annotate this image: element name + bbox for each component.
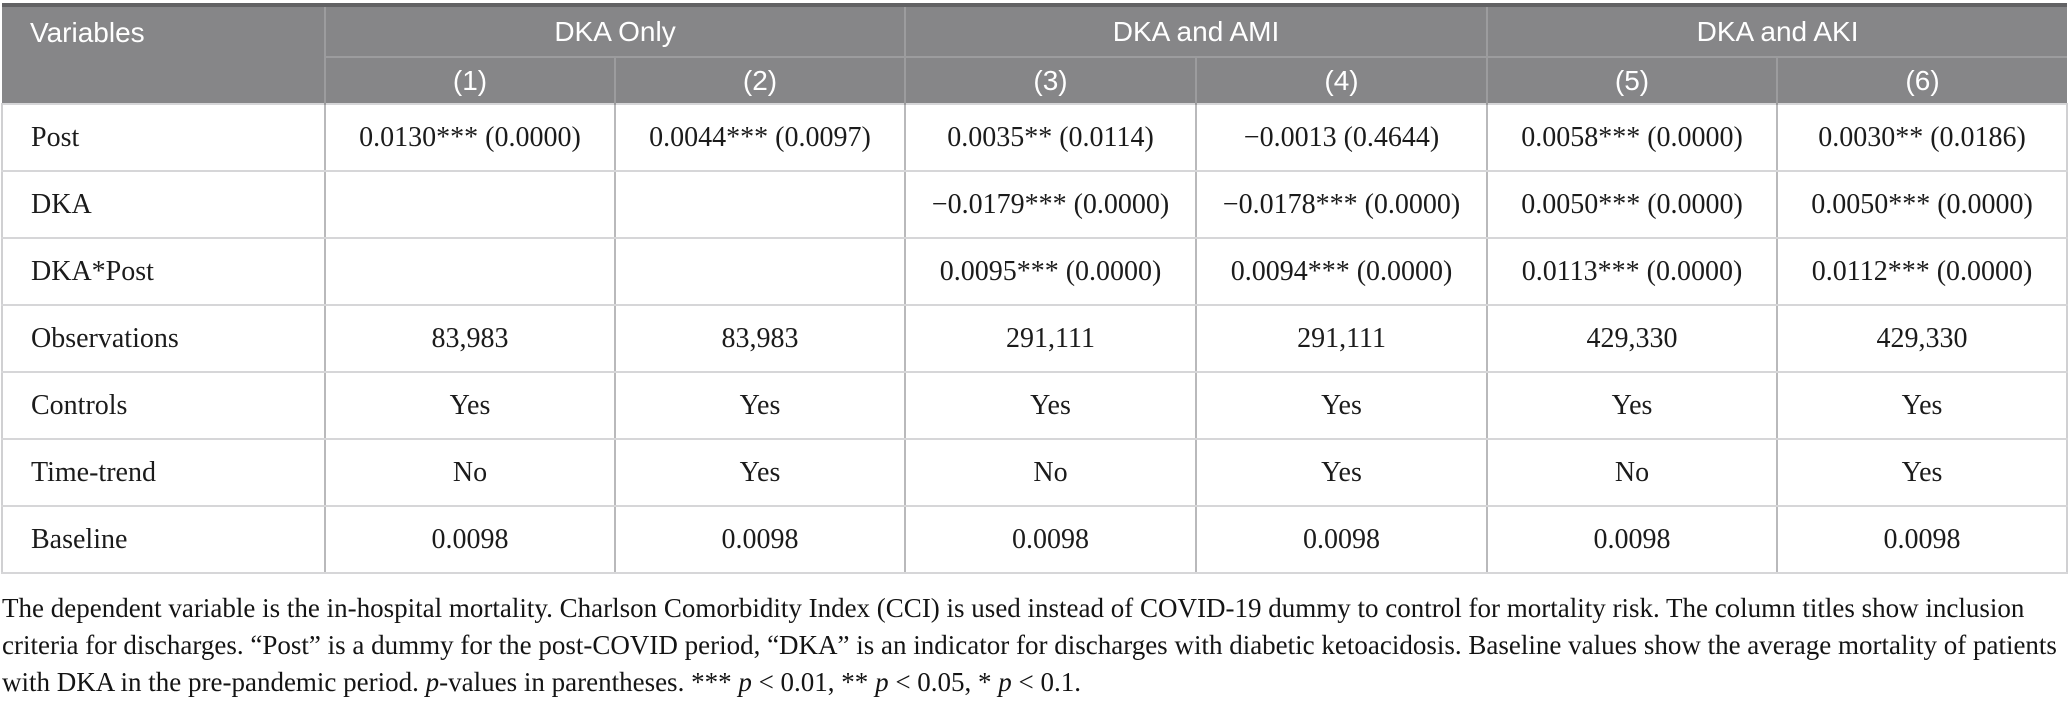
table-cell: 0.0098: [1776, 505, 2068, 574]
table-cell: −0.0178*** (0.0000): [1195, 170, 1489, 239]
row-label: Controls: [1, 371, 326, 440]
table-cell: [324, 170, 616, 239]
table-cell: 0.0035** (0.0114): [904, 103, 1198, 172]
table-cell: −0.0179*** (0.0000): [904, 170, 1198, 239]
footnote-italic-p: p: [998, 667, 1012, 697]
table-header: Variables DKA Only DKA and AMI DKA and A…: [2, 5, 2068, 104]
table-cell: 0.0098: [904, 505, 1198, 574]
table-cell: 0.0098: [1486, 505, 1779, 574]
table-footnote: The dependent variable is the in-hospita…: [2, 590, 2064, 701]
row-label: DKA*Post: [1, 237, 326, 306]
table-cell: No: [324, 438, 616, 507]
table-cell: 0.0058*** (0.0000): [1486, 103, 1779, 172]
table-cell: 0.0098: [613, 505, 907, 574]
table-cell: 0.0044*** (0.0097): [613, 103, 907, 172]
table-cell: 0.0112*** (0.0000): [1776, 237, 2068, 306]
table-cell: Yes: [324, 371, 616, 440]
footnote-italic-p: p: [425, 667, 440, 697]
table-cell: No: [904, 438, 1198, 507]
variables-header: Variables: [2, 5, 325, 104]
column-header-1: (1): [324, 57, 615, 104]
group-header-dka-ami: DKA and AMI: [904, 5, 1488, 58]
results-table: Variables DKA Only DKA and AMI DKA and A…: [1, 3, 2068, 574]
footnote-italic-p: p: [875, 667, 889, 697]
footnote-text: < 0.1.: [1011, 667, 1082, 697]
group-header-dka-aki: DKA and AKI: [1486, 5, 2068, 58]
column-number-row: (1) (2) (3) (4) (5) (6): [2, 57, 2068, 104]
table-cell: Yes: [904, 371, 1198, 440]
group-header-row: Variables DKA Only DKA and AMI DKA and A…: [2, 5, 2068, 104]
table-cell: [613, 170, 907, 239]
table-row-time-trend: Time-trend No Yes No Yes No Yes: [1, 438, 2068, 507]
row-label: Observations: [1, 304, 326, 373]
table-cell: 83,983: [324, 304, 616, 373]
table-cell: 83,983: [613, 304, 907, 373]
table-cell: 429,330: [1776, 304, 2068, 373]
table-cell: 429,330: [1486, 304, 1779, 373]
page: Variables DKA Only DKA and AMI DKA and A…: [0, 3, 2068, 705]
table-cell: Yes: [1486, 371, 1779, 440]
table-cell: Yes: [1195, 438, 1489, 507]
group-header-dka-only: DKA Only: [323, 5, 906, 58]
row-label: DKA: [1, 170, 326, 239]
table-row-post: Post 0.0130*** (0.0000) 0.0044*** (0.009…: [1, 103, 2068, 172]
footnote-text: The dependent variable is the in-hospita…: [2, 593, 2057, 697]
footnote-text: < 0.01, **: [751, 667, 876, 697]
table-body: Post 0.0130*** (0.0000) 0.0044*** (0.009…: [1, 103, 2068, 574]
row-label: Baseline: [1, 505, 326, 574]
table-row-dka: DKA −0.0179*** (0.0000) −0.0178*** (0.00…: [1, 170, 2068, 239]
table-cell: 291,111: [904, 304, 1198, 373]
table-row-baseline: Baseline 0.0098 0.0098 0.0098 0.0098 0.0…: [1, 505, 2068, 574]
table-cell: 0.0050*** (0.0000): [1486, 170, 1779, 239]
column-header-4: (4): [1195, 57, 1488, 104]
footnote-italic-p: p: [738, 667, 752, 697]
table-row-dka-post: DKA*Post 0.0095*** (0.0000) 0.0094*** (0…: [1, 237, 2068, 306]
table-cell: 0.0050*** (0.0000): [1776, 170, 2068, 239]
table-cell: Yes: [613, 438, 907, 507]
table-cell: No: [1486, 438, 1779, 507]
table-cell: 0.0113*** (0.0000): [1486, 237, 1779, 306]
table-cell: [324, 237, 616, 306]
row-label: Time-trend: [1, 438, 326, 507]
table-cell: Yes: [1195, 371, 1489, 440]
footnote-text: -values in parentheses. ***: [439, 667, 739, 697]
column-header-2: (2): [613, 57, 906, 104]
row-label: Post: [1, 103, 326, 172]
table-cell: Yes: [1776, 438, 2068, 507]
table-cell: 0.0098: [1195, 505, 1489, 574]
table-cell: [613, 237, 907, 306]
table-cell: 0.0094*** (0.0000): [1195, 237, 1489, 306]
column-header-5: (5): [1486, 57, 1778, 104]
footnote-text: < 0.05, *: [888, 667, 999, 697]
column-header-3: (3): [904, 57, 1197, 104]
table-cell: 291,111: [1195, 304, 1489, 373]
table-cell: Yes: [1776, 371, 2068, 440]
table-row-observations: Observations 83,983 83,983 291,111 291,1…: [1, 304, 2068, 373]
table-row-controls: Controls Yes Yes Yes Yes Yes Yes: [1, 371, 2068, 440]
table-cell: 0.0098: [324, 505, 616, 574]
table-cell: 0.0030** (0.0186): [1776, 103, 2068, 172]
table-cell: −0.0013 (0.4644): [1195, 103, 1489, 172]
table-cell: 0.0095*** (0.0000): [904, 237, 1198, 306]
table-cell: Yes: [613, 371, 907, 440]
column-header-6: (6): [1776, 57, 2068, 104]
table-cell: 0.0130*** (0.0000): [324, 103, 616, 172]
